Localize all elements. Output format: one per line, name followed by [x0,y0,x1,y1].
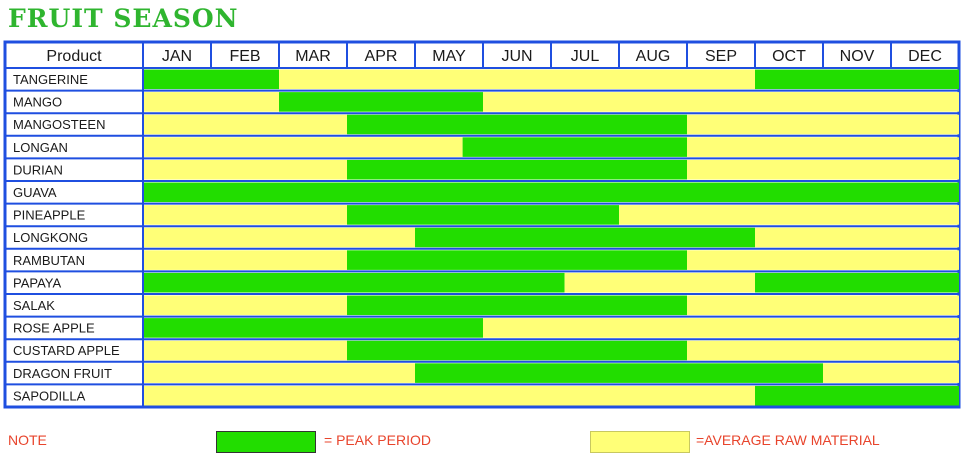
legend-peak-label: = PEAK PERIOD [324,432,431,448]
bar-pineapple-average-0 [143,205,347,225]
bar-mangosteen-peak-1 [347,114,687,135]
bar-sapodilla-average-0 [143,385,755,406]
bar-tangerine-peak-2 [755,69,959,90]
row-label-mango: MANGO [13,95,62,110]
bar-dragon-fruit-peak-1 [415,363,823,383]
bar-dragon-fruit-average-0 [143,363,415,383]
bar-longkong-average-2 [755,227,959,248]
bar-mango-average-2 [483,92,959,112]
row-label-dragon-fruit: DRAGON FRUIT [13,366,112,381]
bar-custard-apple-average-2 [687,340,959,361]
bar-salak-average-0 [143,295,347,316]
month-header-mar: MAR [295,48,331,65]
bar-dragon-fruit-average-2 [823,363,959,383]
month-header-nov: NOV [840,48,875,65]
bar-papaya-average-1 [564,272,755,293]
month-header-sep: SEP [705,48,737,65]
bar-longan-peak-1 [462,137,687,157]
bar-pineapple-average-2 [619,205,959,225]
legend-peak-swatch [216,431,316,453]
bar-sapodilla-peak-1 [755,385,959,406]
bar-rambutan-average-2 [687,250,959,270]
bar-custard-apple-peak-1 [347,340,687,361]
bar-custard-apple-average-0 [143,340,347,361]
legend-average-label: =AVERAGE RAW MATERIAL [696,432,880,448]
bar-longkong-peak-1 [415,227,755,248]
bar-tangerine-average-1 [279,69,755,90]
bar-mangosteen-average-0 [143,114,347,135]
row-label-salak: SALAK [13,298,55,313]
row-label-durian: DURIAN [13,162,63,177]
month-header-oct: OCT [772,48,806,65]
bar-salak-peak-1 [347,295,687,316]
bar-tangerine-peak-0 [143,69,279,90]
month-header-aug: AUG [636,48,671,65]
bar-guava-peak-0 [143,182,959,203]
bar-rambutan-peak-1 [347,250,687,270]
row-label-custard-apple: CUSTARD APPLE [13,343,120,358]
bar-papaya-peak-0 [143,272,565,293]
row-label-papaya: PAPAYA [13,275,61,290]
bar-rose-apple-peak-0 [143,318,483,338]
bar-durian-average-0 [143,159,347,180]
row-label-mangosteen: MANGOSTEEN [13,117,105,132]
bar-rambutan-average-0 [143,250,347,270]
bar-mango-peak-1 [279,92,483,112]
row-label-pineapple: PINEAPPLE [13,208,86,223]
legend-average-swatch [590,431,690,453]
month-header-dec: DEC [908,48,942,65]
bar-pineapple-peak-1 [347,205,619,225]
row-label-rambutan: RAMBUTAN [13,253,85,268]
bar-papaya-peak-2 [755,272,959,293]
row-label-tangerine: TANGERINE [13,72,88,87]
row-label-sapodilla: SAPODILLA [13,388,86,403]
bar-longkong-average-0 [143,227,415,248]
month-header-jul: JUL [571,48,600,65]
bar-mango-average-0 [143,92,279,112]
row-label-guava: GUAVA [13,185,57,200]
chart-title: FRUIT SEASON [8,4,239,33]
bar-mangosteen-average-2 [687,114,959,135]
month-header-feb: FEB [229,48,260,65]
bar-durian-average-2 [687,159,959,180]
row-label-longkong: LONGKONG [13,230,88,245]
legend-note: NOTE [8,432,47,448]
month-header-jun: JUN [501,48,532,65]
month-header-jan: JAN [162,48,192,65]
row-label-rose-apple: ROSE APPLE [13,321,95,336]
header-product: Product [46,48,102,65]
bar-longan-average-0 [143,137,463,157]
month-header-apr: APR [365,48,398,65]
bar-rose-apple-average-1 [483,318,959,338]
bar-durian-peak-1 [347,159,687,180]
row-label-longan: LONGAN [13,140,68,155]
month-header-may: MAY [432,48,466,65]
bar-salak-average-2 [687,295,959,316]
bar-longan-average-2 [687,137,959,157]
